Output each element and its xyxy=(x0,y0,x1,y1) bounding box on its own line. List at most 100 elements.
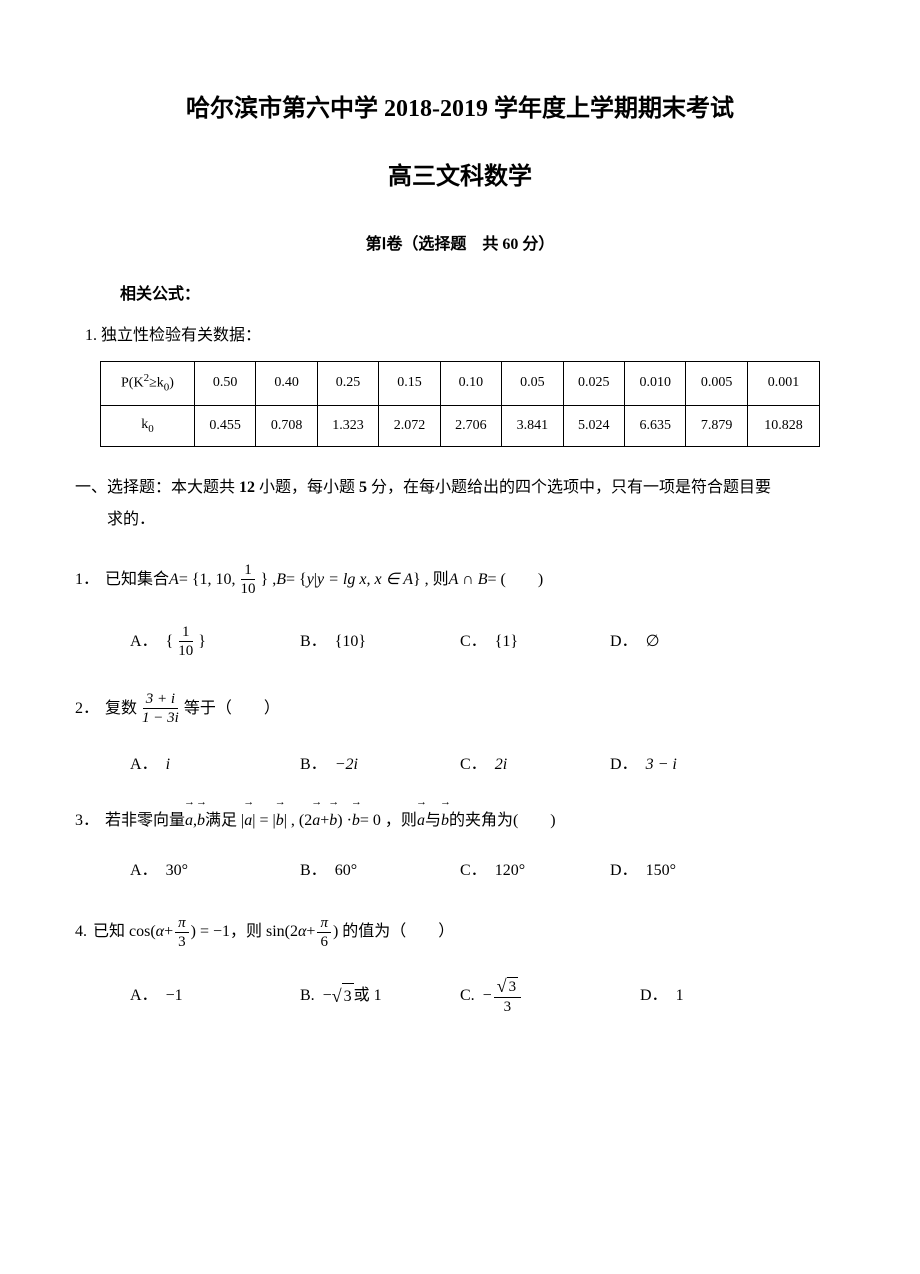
opt-label: C. xyxy=(460,983,475,1009)
radicand: 3 xyxy=(342,983,354,1010)
neg: − xyxy=(483,983,492,1009)
header-cell: k0 xyxy=(101,405,195,446)
q-num: 4. xyxy=(75,919,87,945)
table-row: P(K2≥k0) 0.50 0.40 0.25 0.15 0.10 0.05 0… xyxy=(101,361,820,405)
option-d: D． 3 − i xyxy=(610,752,740,778)
independence-label: 1. 独立性检验有关数据： xyxy=(85,323,845,349)
radicand: 3 xyxy=(507,977,519,996)
opt-label: B． xyxy=(300,858,327,884)
question-1: 1． 已知集合 A = {1, 10, 1 10 } , B = { y | y… xyxy=(75,561,845,660)
vec-a: a xyxy=(244,808,252,834)
p-cell: 0.50 xyxy=(194,361,255,405)
vec-b: b xyxy=(352,808,360,834)
text: ) · xyxy=(337,808,352,834)
math-A: A xyxy=(169,567,179,593)
math-expr: y = lg x, x ∈ A xyxy=(317,567,413,593)
vec-b: b xyxy=(276,808,284,834)
num: 1 xyxy=(241,561,255,580)
k-cell: 10.828 xyxy=(747,405,819,446)
num: 1 xyxy=(179,623,193,642)
section-header: 第Ⅰ卷（选择题 共 60 分） xyxy=(75,232,845,258)
den: 3 xyxy=(501,998,515,1016)
q-num: 1． xyxy=(75,567,99,593)
vec-a: a xyxy=(417,808,425,834)
q-num: 2． xyxy=(75,696,99,722)
text: 等于（ ） xyxy=(184,696,280,722)
opt-val: 1 xyxy=(676,983,684,1009)
q3-stem: 3． 若非零向量 a , b 满足 | a | = | b | , (2 a +… xyxy=(75,808,845,834)
text: + xyxy=(306,919,315,945)
math-cap: A ∩ B xyxy=(449,567,488,593)
table-row: k0 0.455 0.708 1.323 2.072 2.706 3.841 5… xyxy=(101,405,820,446)
opt-val: −1 xyxy=(166,983,183,1009)
den: 6 xyxy=(317,933,331,951)
text: 与 xyxy=(425,808,441,834)
header-cell: P(K2≥k0) xyxy=(101,361,195,405)
p-cell: 0.025 xyxy=(563,361,624,405)
opt-label: B． xyxy=(300,629,327,655)
fraction: π 3 xyxy=(175,914,189,951)
option-d: D． 150° xyxy=(610,858,740,884)
text: 或 1 xyxy=(354,983,382,1009)
sqrt: √3 xyxy=(332,982,354,1011)
num: 3 + i xyxy=(143,690,178,709)
text: 已知集合 xyxy=(105,567,169,593)
den: 3 xyxy=(175,933,189,951)
opt-label: A． xyxy=(130,983,158,1009)
option-a: A． −1 xyxy=(130,976,300,1017)
k-cell: 2.706 xyxy=(440,405,501,446)
opt-val: 150° xyxy=(646,858,676,884)
k-cell: 0.455 xyxy=(194,405,255,446)
text: } , 则 xyxy=(413,567,449,593)
question-3: 3． 若非零向量 a , b 满足 | a | = | b | , (2 a +… xyxy=(75,808,845,884)
math-B: B xyxy=(276,567,286,593)
opt-val: {10} xyxy=(335,629,366,655)
opt-val: 30° xyxy=(166,858,188,884)
math-y: y xyxy=(307,567,314,593)
title-main: 哈尔滨市第六中学 2018-2019 学年度上学期期末考试 xyxy=(75,90,845,128)
q2-stem: 2． 复数 3 + i 1 − 3i 等于（ ） xyxy=(75,690,845,727)
text: 已知 cos( xyxy=(93,919,156,945)
q1-stem: 1． 已知集合 A = {1, 10, 1 10 } , B = { y | y… xyxy=(75,561,845,598)
alpha: α xyxy=(156,919,164,945)
text: } , xyxy=(261,567,277,593)
title-sub: 高三文科数学 xyxy=(75,158,845,196)
fraction: 1 10 xyxy=(238,561,259,598)
k-cell: 7.879 xyxy=(686,405,747,446)
p-cell: 0.05 xyxy=(502,361,563,405)
option-a: A． 30° xyxy=(130,858,300,884)
p-cell: 0.25 xyxy=(317,361,378,405)
opt-label: C． xyxy=(460,752,487,778)
q-num: 3． xyxy=(75,808,99,834)
text: = { xyxy=(286,567,307,593)
opt-label: A． xyxy=(130,752,158,778)
text: | = | xyxy=(252,808,275,834)
neg: − xyxy=(323,983,332,1009)
p-cell: 0.40 xyxy=(256,361,317,405)
den: 10 xyxy=(238,580,259,598)
opt-label: A． xyxy=(130,858,158,884)
opt-label: D． xyxy=(640,983,668,1009)
opt-label: B． xyxy=(300,752,327,778)
option-d: D． ∅ xyxy=(610,623,740,660)
opt-val: 60° xyxy=(335,858,357,884)
opt-label: B. xyxy=(300,983,315,1009)
text: + xyxy=(164,919,173,945)
section-instructions: 一、选择题：本大题共 12 小题，每小题 5 分，在每小题给出的四个选项中，只有… xyxy=(75,472,845,536)
vec-b: b xyxy=(441,808,449,834)
opt-val: ∅ xyxy=(646,629,660,655)
fraction: 3 + i 1 − 3i xyxy=(139,690,182,727)
opt-val: 3 − i xyxy=(646,752,677,778)
option-d: D． 1 xyxy=(640,976,770,1017)
p-cell: 0.005 xyxy=(686,361,747,405)
option-b: B． {10} xyxy=(300,623,460,660)
opt-val: 2i xyxy=(495,752,507,778)
option-a: A． i xyxy=(130,752,300,778)
opt-val: i xyxy=(166,752,170,778)
formula-label: 相关公式： xyxy=(120,282,845,308)
text: 的夹角为( ) xyxy=(449,808,556,834)
num: π xyxy=(175,914,189,933)
den: 10 xyxy=(175,642,196,660)
option-b: B． −2i xyxy=(300,752,460,778)
num: π xyxy=(317,914,331,933)
